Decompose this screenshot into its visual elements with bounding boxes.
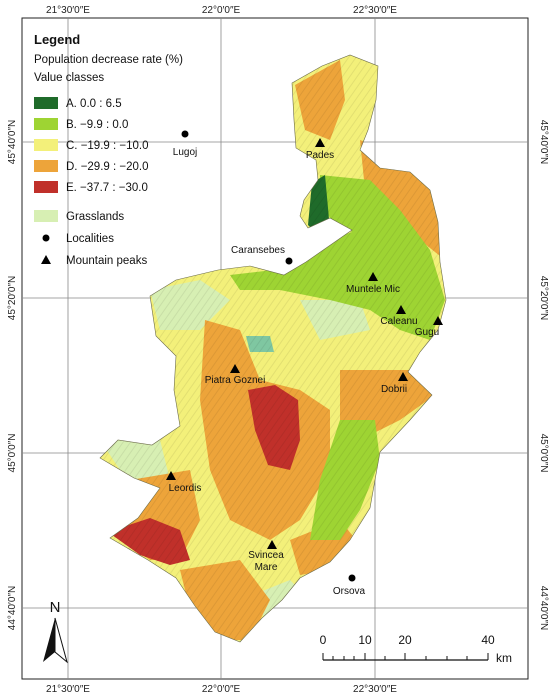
scale-tick-label: 20 xyxy=(398,633,412,647)
right-lat-label: 44°40′0″N xyxy=(538,586,549,630)
peak-marker xyxy=(166,471,176,480)
locality-label-orsova: Orsova xyxy=(333,586,366,597)
peak-label-gugu: Gugu xyxy=(415,327,439,338)
peak-marker xyxy=(315,138,325,147)
legend-swatch-a xyxy=(34,97,58,109)
right-lat-label: 45°20′0″N xyxy=(538,276,549,320)
scale-tick-label: 40 xyxy=(481,633,495,647)
peak-label-dobrii: Dobrii xyxy=(381,384,407,395)
right-lat-label: 45°40′0″N xyxy=(538,120,549,164)
legend-class-d-label: D. −29.9 : −20.0 xyxy=(66,161,148,173)
scale-tick-label: 10 xyxy=(358,633,372,647)
legend-classes-label: Value classes xyxy=(34,72,104,84)
legend-class-e-label: E. −37.7 : −30.0 xyxy=(66,182,148,194)
peak-marker xyxy=(368,272,378,281)
peak-label-svincea-mare-line1: Svincea xyxy=(248,550,284,561)
north-arrow-icon-half xyxy=(54,617,68,664)
locality-marker xyxy=(285,257,293,265)
localities-layer: Lugoj Caransebes Orsova xyxy=(173,130,366,597)
peak-label-caleanu: Caleanu xyxy=(380,316,417,327)
legend-class-a-label: A. 0.0 : 6.5 xyxy=(66,98,122,110)
bottom-lon-label: 21°30′0″E xyxy=(46,684,90,695)
bottom-lon-label: 22°0′0″E xyxy=(202,684,241,695)
legend-swatch-c xyxy=(34,139,58,151)
peak-marker xyxy=(267,540,277,549)
legend-title: Legend xyxy=(34,32,80,47)
legend-swatch-e xyxy=(34,181,58,193)
legend-peaks-label: Mountain peaks xyxy=(66,255,147,267)
locality-marker xyxy=(181,130,189,138)
legend-class-c-label: C. −19.9 : −10.0 xyxy=(66,140,148,152)
legend: Legend Population decrease rate (%) Valu… xyxy=(34,32,183,267)
left-lat-label: 45°0′0″N xyxy=(7,434,18,473)
peak-marker xyxy=(433,316,443,325)
scale-unit: km xyxy=(496,651,512,665)
left-lat-label: 45°20′0″N xyxy=(7,276,18,320)
peak-marker xyxy=(396,305,406,314)
legend-grasslands-label: Grasslands xyxy=(66,211,124,223)
north-arrow-icon xyxy=(43,618,55,662)
triangle-icon xyxy=(41,255,51,264)
legend-class-b-label: B. −9.9 : 0.0 xyxy=(66,119,128,131)
top-lon-label: 21°30′0″E xyxy=(46,5,90,16)
graticule-labels: 21°30′0″E 22°0′0″E 22°30′0″E 21°30′0″E 2… xyxy=(7,5,549,695)
legend-subtitle: Population decrease rate (%) xyxy=(34,54,183,66)
locality-label-caransebes: Caransebes xyxy=(231,245,285,256)
legend-localities-label: Localities xyxy=(66,233,114,245)
left-lat-label: 44°40′0″N xyxy=(7,586,18,630)
scale-tick-label: 0 xyxy=(320,633,327,647)
bottom-lon-label: 22°30′0″E xyxy=(353,684,397,695)
study-area-outline xyxy=(99,54,447,643)
peak-label-piatra-goznei: Piatra Goznei xyxy=(205,375,266,386)
north-arrow: N xyxy=(43,599,68,664)
legend-swatch-grasslands xyxy=(34,210,58,222)
peak-label-svincea-mare-line2: Mare xyxy=(255,562,278,573)
locality-label-lugoj: Lugoj xyxy=(173,147,197,158)
legend-swatch-d xyxy=(34,160,58,172)
peak-marker xyxy=(398,372,408,381)
peak-label-leordis: Leordis xyxy=(169,483,202,494)
top-lon-label: 22°30′0″E xyxy=(353,5,397,16)
peak-label-pades: Pades xyxy=(306,150,334,161)
peaks-layer: Pades Muntele Mic Caleanu Gugu Piatra Go… xyxy=(166,138,443,573)
left-lat-label: 45°40′0″N xyxy=(7,120,18,164)
scale-bar: 0 10 20 40 km xyxy=(320,633,512,665)
top-lon-label: 22°0′0″E xyxy=(202,5,241,16)
legend-swatch-b xyxy=(34,118,58,130)
scale-ticks xyxy=(322,653,489,660)
locality-marker xyxy=(348,574,356,582)
peak-label-muntele-mic: Muntele Mic xyxy=(346,284,400,295)
north-label: N xyxy=(50,599,61,616)
right-lat-label: 45°0′0″N xyxy=(538,434,549,473)
peak-marker xyxy=(230,364,240,373)
circle-icon xyxy=(42,234,50,242)
